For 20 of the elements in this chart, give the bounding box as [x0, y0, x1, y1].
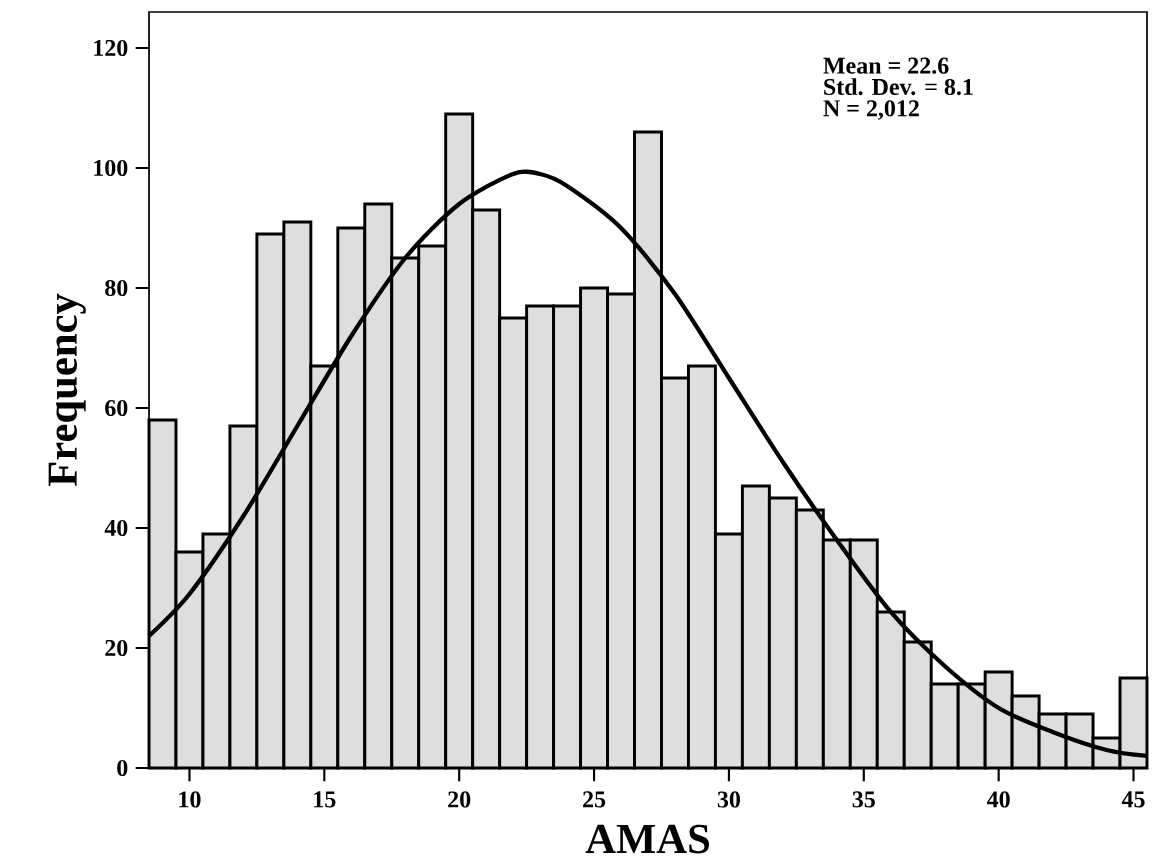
y-tick-label: 80: [105, 279, 128, 297]
x-tick-label: 15: [314, 791, 336, 808]
x-tick-label: 25: [583, 791, 606, 808]
y-tick-label: 60: [105, 399, 128, 417]
y-tick-label: 40: [104, 519, 128, 537]
annotation: Mean = 22.6: [823, 57, 949, 74]
x-tick-label: 30: [717, 791, 740, 808]
y-tick-label: 20: [105, 639, 128, 657]
annotation: Std. Dev. = 8.1: [824, 78, 973, 96]
x-tick-label: 40: [986, 791, 1010, 808]
y-tick-label: 100: [94, 159, 128, 177]
y-tick-label: 120: [94, 39, 128, 57]
x-tick-label: 10: [179, 791, 201, 808]
x-tick-label: 20: [448, 791, 471, 808]
x-tick-label: 45: [1121, 791, 1145, 808]
x-tick-label: 35: [852, 791, 875, 808]
x-axis-title: AMAS: [585, 824, 709, 854]
y-axis-title: Frequency: [48, 293, 86, 487]
annotation: N = 2,012: [823, 100, 919, 120]
y-tick-label: 0: [117, 759, 128, 777]
